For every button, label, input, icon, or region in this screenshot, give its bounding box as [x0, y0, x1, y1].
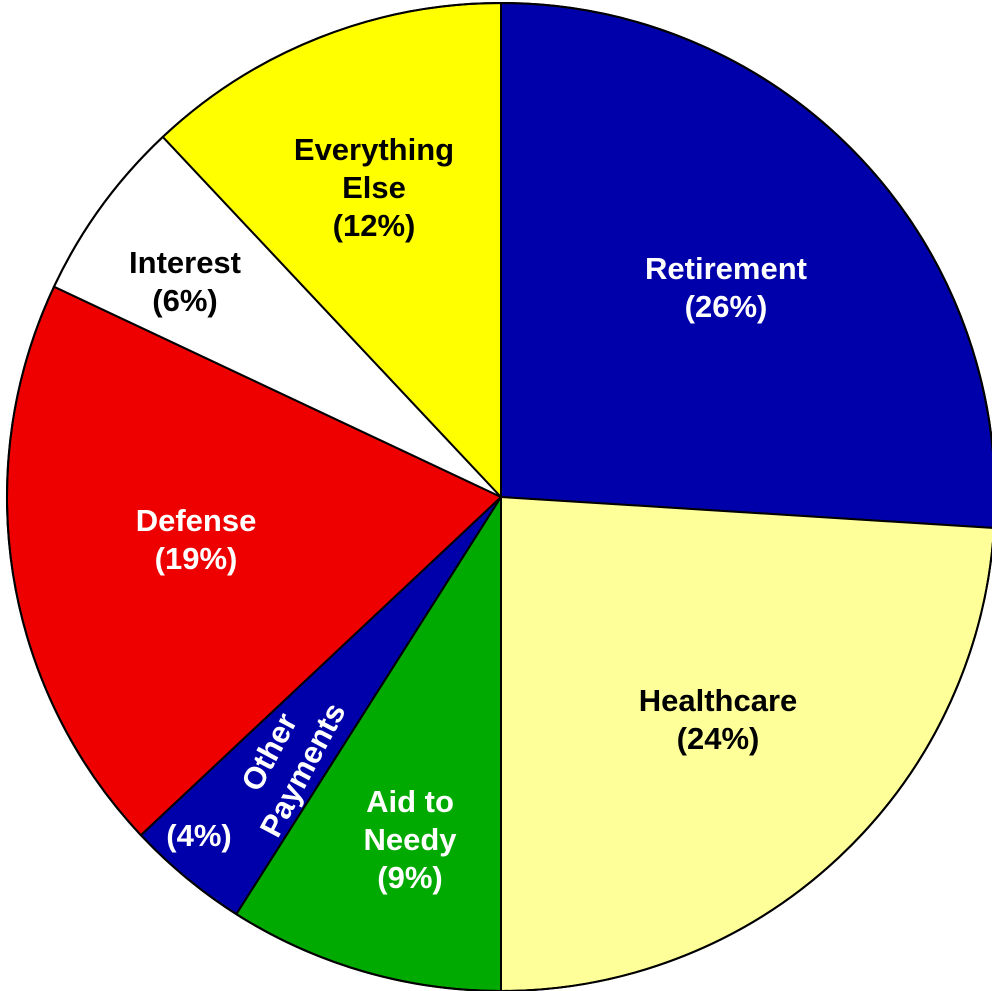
slice-name-retirement: Retirement — [645, 251, 807, 286]
slice-percent-defense: (19%) — [155, 541, 238, 576]
slice-name-interest: Interest — [129, 245, 241, 280]
slice-name-everything-else: Everything — [294, 132, 454, 167]
slice-name-aid-to-needy: Needy — [363, 822, 457, 857]
slice-name-everything-else: Else — [342, 170, 406, 205]
slices-layer — [7, 3, 992, 991]
slice-name-aid-to-needy: Aid to — [366, 784, 454, 819]
slice-percent-healthcare: (24%) — [677, 721, 760, 756]
slice-name-defense: Defense — [136, 503, 257, 538]
slice-percent-aid-to-needy: (9%) — [377, 860, 442, 895]
slice-percent-other-payments: (4%) — [166, 818, 231, 853]
slice-percent-everything-else: (12%) — [333, 208, 416, 243]
slice-percent-retirement: (26%) — [685, 289, 768, 324]
slice-percent-interest: (6%) — [152, 283, 217, 318]
slice-name-healthcare: Healthcare — [639, 683, 798, 718]
